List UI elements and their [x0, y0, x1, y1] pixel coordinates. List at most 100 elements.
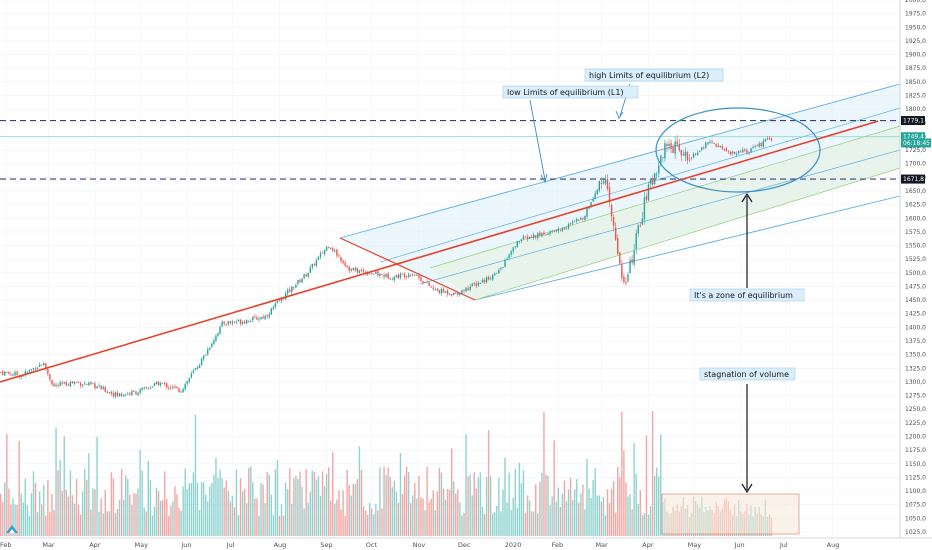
y-tick-label: 1625,0 — [905, 202, 926, 209]
candle-body — [221, 321, 223, 327]
candle-body — [510, 251, 512, 255]
price-tag-label: 1671,8 — [903, 176, 924, 183]
y-tick-label: 1800,0 — [905, 106, 926, 113]
candle-body — [670, 142, 672, 149]
volume-bar — [366, 514, 369, 536]
volume-bar — [217, 477, 219, 536]
candle-body — [715, 144, 717, 147]
candle-body — [545, 234, 547, 236]
candle-body — [707, 142, 709, 144]
annotation-equilibrium-zone[interactable]: It's a zone of equilibrium — [689, 288, 805, 302]
candle-body — [254, 316, 256, 317]
candle-body — [563, 227, 566, 230]
volume-bar — [399, 453, 402, 536]
channel-green-upper — [429, 125, 901, 269]
candle-body — [615, 227, 617, 240]
candle-body — [455, 292, 457, 294]
annotation-high-limits[interactable]: high Limits of equilibrium (L2) — [584, 68, 724, 82]
volume-bar — [557, 487, 559, 536]
candle-body — [96, 386, 98, 389]
candle-body — [32, 368, 35, 370]
y-tick-label: 1125,0 — [905, 474, 926, 481]
volume-bar — [502, 489, 504, 536]
volume-bar — [205, 494, 207, 536]
candle-body — [231, 321, 234, 324]
candle-body — [559, 229, 562, 231]
candle-body — [748, 152, 750, 154]
candle-body — [172, 386, 174, 389]
volume-bar — [627, 496, 629, 536]
candle-body — [79, 383, 82, 386]
candle-body — [0, 372, 2, 373]
volume-bar — [387, 467, 389, 536]
volume-bar — [229, 501, 231, 536]
candle-body — [348, 267, 350, 271]
volume-bar — [129, 494, 131, 536]
candle-body — [207, 349, 209, 355]
volume-bar — [379, 467, 381, 536]
logo-icon-inner — [9, 529, 15, 533]
candle-body — [729, 152, 732, 155]
volume-bar — [36, 511, 39, 536]
candle-body — [672, 147, 674, 153]
candle-body — [243, 321, 246, 324]
candle-body — [483, 279, 486, 283]
volume-bar — [649, 506, 652, 536]
volume-bar — [432, 490, 434, 536]
candle-body — [110, 392, 113, 394]
annotation-low-limits[interactable]: low Limits of equilibrium (L1) — [502, 85, 639, 99]
equilibrium-zone-ellipse[interactable] — [655, 107, 821, 193]
candles — [0, 134, 773, 399]
candle-body — [209, 347, 211, 350]
candle-body — [524, 236, 527, 238]
volume-bar — [594, 468, 596, 536]
price-tag-box — [901, 132, 925, 142]
candle-body — [94, 383, 96, 389]
volume-bar — [151, 515, 154, 536]
candle-body — [157, 382, 160, 386]
annotation-stagnation-volume[interactable]: stagnation of volume — [699, 367, 796, 381]
volume-bar — [14, 504, 16, 536]
volume-bar — [18, 440, 20, 536]
candle-body — [289, 289, 291, 292]
y-axis-ticks[interactable]: 2000,0 1975,0 1950,0 1925,0 1900,0 1875,0 1850… — [905, 0, 926, 536]
candle-body — [299, 279, 301, 282]
x-tick-label: Jul — [226, 541, 235, 549]
y-tick-label: 1825,0 — [905, 92, 926, 99]
candle-body — [309, 267, 311, 273]
candle-body — [477, 282, 480, 286]
x-tick-label: Apr — [642, 541, 654, 549]
candle-body — [555, 230, 557, 232]
x-axis-ticks[interactable]: Feb Mar Apr May Jun Jul Aug Sep Oct Nov Dec 2020 Feb… — [0, 541, 839, 549]
candle-body — [112, 393, 115, 397]
volume-bar — [647, 514, 650, 536]
volume-bar — [209, 486, 211, 536]
candle-body — [24, 371, 26, 375]
candle-body — [442, 288, 445, 293]
candle-body — [641, 218, 644, 225]
volume-bar — [510, 509, 512, 536]
volume-bar — [241, 491, 244, 536]
volume-bar — [2, 501, 4, 536]
candle-body — [252, 316, 254, 321]
volume-bar — [319, 495, 322, 536]
candle-body — [637, 225, 639, 234]
y-tick-label: 1725,0 — [905, 147, 926, 154]
volume-bar — [500, 511, 502, 536]
candle-body — [123, 394, 125, 397]
candle-body — [690, 157, 693, 159]
volume-bar — [55, 427, 57, 536]
candle-body — [219, 326, 221, 334]
candle-body — [528, 236, 531, 239]
volume-bar — [133, 493, 135, 536]
y-tick-label: 1525,0 — [905, 256, 926, 263]
y-tick-label: 1950,0 — [905, 24, 926, 31]
volume-bar — [348, 485, 350, 536]
volume-bar — [168, 515, 170, 536]
volume-bar — [463, 512, 465, 536]
candle-body — [305, 274, 307, 277]
x-tick-label: May — [135, 541, 149, 549]
candle-body — [731, 151, 734, 154]
volume-bar — [576, 479, 578, 536]
